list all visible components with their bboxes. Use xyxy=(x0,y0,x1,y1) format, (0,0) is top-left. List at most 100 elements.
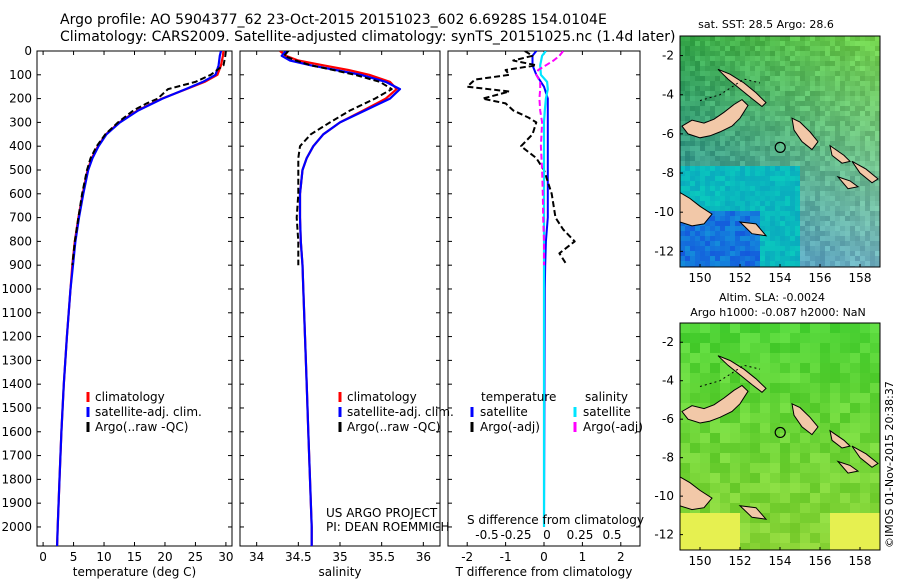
heatmap-cell xyxy=(860,101,866,107)
heatmap-cell xyxy=(710,176,716,182)
heatmap-cell xyxy=(785,226,791,232)
heatmap-cell xyxy=(690,246,696,252)
heatmap-cell xyxy=(835,126,841,132)
heatmap-cell xyxy=(815,36,821,42)
heatmap-cell xyxy=(760,71,766,77)
heatmap-cell xyxy=(695,261,701,267)
heatmap-cell xyxy=(810,151,816,157)
heatmap-cell xyxy=(680,241,686,247)
heatmap-cell xyxy=(780,333,791,344)
heatmap-cell xyxy=(835,116,841,122)
heatmap-cell xyxy=(775,241,781,247)
heatmap-cell xyxy=(725,256,731,262)
heatmap-cell xyxy=(855,211,861,217)
heatmap-cell xyxy=(730,256,736,262)
heatmap-cell xyxy=(720,186,726,192)
heatmap-cell xyxy=(830,353,841,364)
x-tick-label: 158 xyxy=(849,271,872,285)
heatmap-cell xyxy=(710,533,721,544)
heatmap-cell xyxy=(705,256,711,262)
heatmap-cell xyxy=(725,261,731,267)
heatmap-cell xyxy=(735,126,741,132)
heatmap-cell xyxy=(700,106,706,112)
heatmap-cell xyxy=(805,221,811,227)
heatmap-cell xyxy=(680,433,691,444)
heatmap-cell xyxy=(695,91,701,97)
heatmap-cell xyxy=(850,61,856,67)
heatmap-cell xyxy=(770,413,781,424)
heatmap-cell xyxy=(840,96,846,102)
heatmap-cell xyxy=(790,81,796,87)
heatmap-cell xyxy=(845,246,851,252)
y-tick-label: -6 xyxy=(662,412,674,426)
heatmap-cell xyxy=(735,156,741,162)
heatmap-cell xyxy=(760,176,766,182)
heatmap-cell xyxy=(715,56,721,62)
heatmap-cell xyxy=(705,101,711,107)
heatmap-cell xyxy=(840,126,846,132)
heatmap-cell xyxy=(750,333,761,344)
heatmap-cell xyxy=(715,176,721,182)
heatmap-cell xyxy=(755,216,761,222)
heatmap-cell xyxy=(755,191,761,197)
heatmap-cell xyxy=(870,211,876,217)
heatmap-cell xyxy=(875,156,880,162)
heatmap-cell xyxy=(775,226,781,232)
heatmap-cell xyxy=(705,91,711,97)
heatmap-cell xyxy=(835,246,841,252)
heatmap-cell xyxy=(820,453,831,464)
y-tick-label: 400 xyxy=(9,139,32,153)
heatmap-cell xyxy=(840,251,846,257)
heatmap-cell xyxy=(860,373,871,384)
heatmap-cell xyxy=(750,463,761,474)
heatmap-cell xyxy=(690,176,696,182)
y-tick-label: 300 xyxy=(9,115,32,129)
heatmap-cell xyxy=(870,333,880,344)
heatmap-cell xyxy=(875,46,880,52)
heatmap-cell xyxy=(850,373,861,384)
heatmap-cell xyxy=(715,76,721,82)
heatmap-cell xyxy=(690,261,696,267)
heatmap-cell xyxy=(685,96,691,102)
heatmap-cell xyxy=(775,196,781,202)
heatmap-cell xyxy=(690,543,701,550)
heatmap-cell xyxy=(740,226,746,232)
heatmap-cell xyxy=(710,216,716,222)
heatmap-cell xyxy=(790,141,796,147)
heatmap-cell xyxy=(695,251,701,257)
heatmap-cell xyxy=(680,76,686,82)
heatmap-cell xyxy=(875,141,880,147)
heatmap-cell xyxy=(830,543,841,550)
heatmap-cell xyxy=(720,333,731,344)
heatmap-cell xyxy=(795,206,801,212)
heatmap-cell xyxy=(690,231,696,237)
heatmap-cell xyxy=(740,136,746,142)
heatmap-cell xyxy=(740,211,746,217)
heatmap-cell xyxy=(700,241,706,247)
heatmap-cell xyxy=(720,106,726,112)
heatmap-cell xyxy=(780,241,786,247)
heatmap-cell xyxy=(805,51,811,57)
heatmap-cell xyxy=(825,71,831,77)
heatmap-cell xyxy=(825,106,831,112)
heatmap-cell xyxy=(795,146,801,152)
heatmap-cell xyxy=(845,166,851,172)
heatmap-cell xyxy=(865,226,871,232)
heatmap-cell xyxy=(845,81,851,87)
heatmap-cell xyxy=(865,241,871,247)
heatmap-cell xyxy=(845,36,851,42)
heatmap-cell xyxy=(830,136,836,142)
heatmap-cell xyxy=(740,333,751,344)
heatmap-cell xyxy=(805,101,811,107)
heatmap-cell xyxy=(760,353,771,364)
heatmap-cell xyxy=(850,463,861,474)
heatmap-cell xyxy=(745,96,751,102)
heatmap-cell xyxy=(795,221,801,227)
x-tick-label: 156 xyxy=(809,554,832,568)
heatmap-cell xyxy=(720,181,726,187)
heatmap-cell xyxy=(875,131,880,137)
heatmap-cell xyxy=(820,116,826,122)
heatmap-cell xyxy=(845,116,851,122)
heatmap-cell xyxy=(830,323,841,334)
y-tick-label: -2 xyxy=(662,335,674,349)
